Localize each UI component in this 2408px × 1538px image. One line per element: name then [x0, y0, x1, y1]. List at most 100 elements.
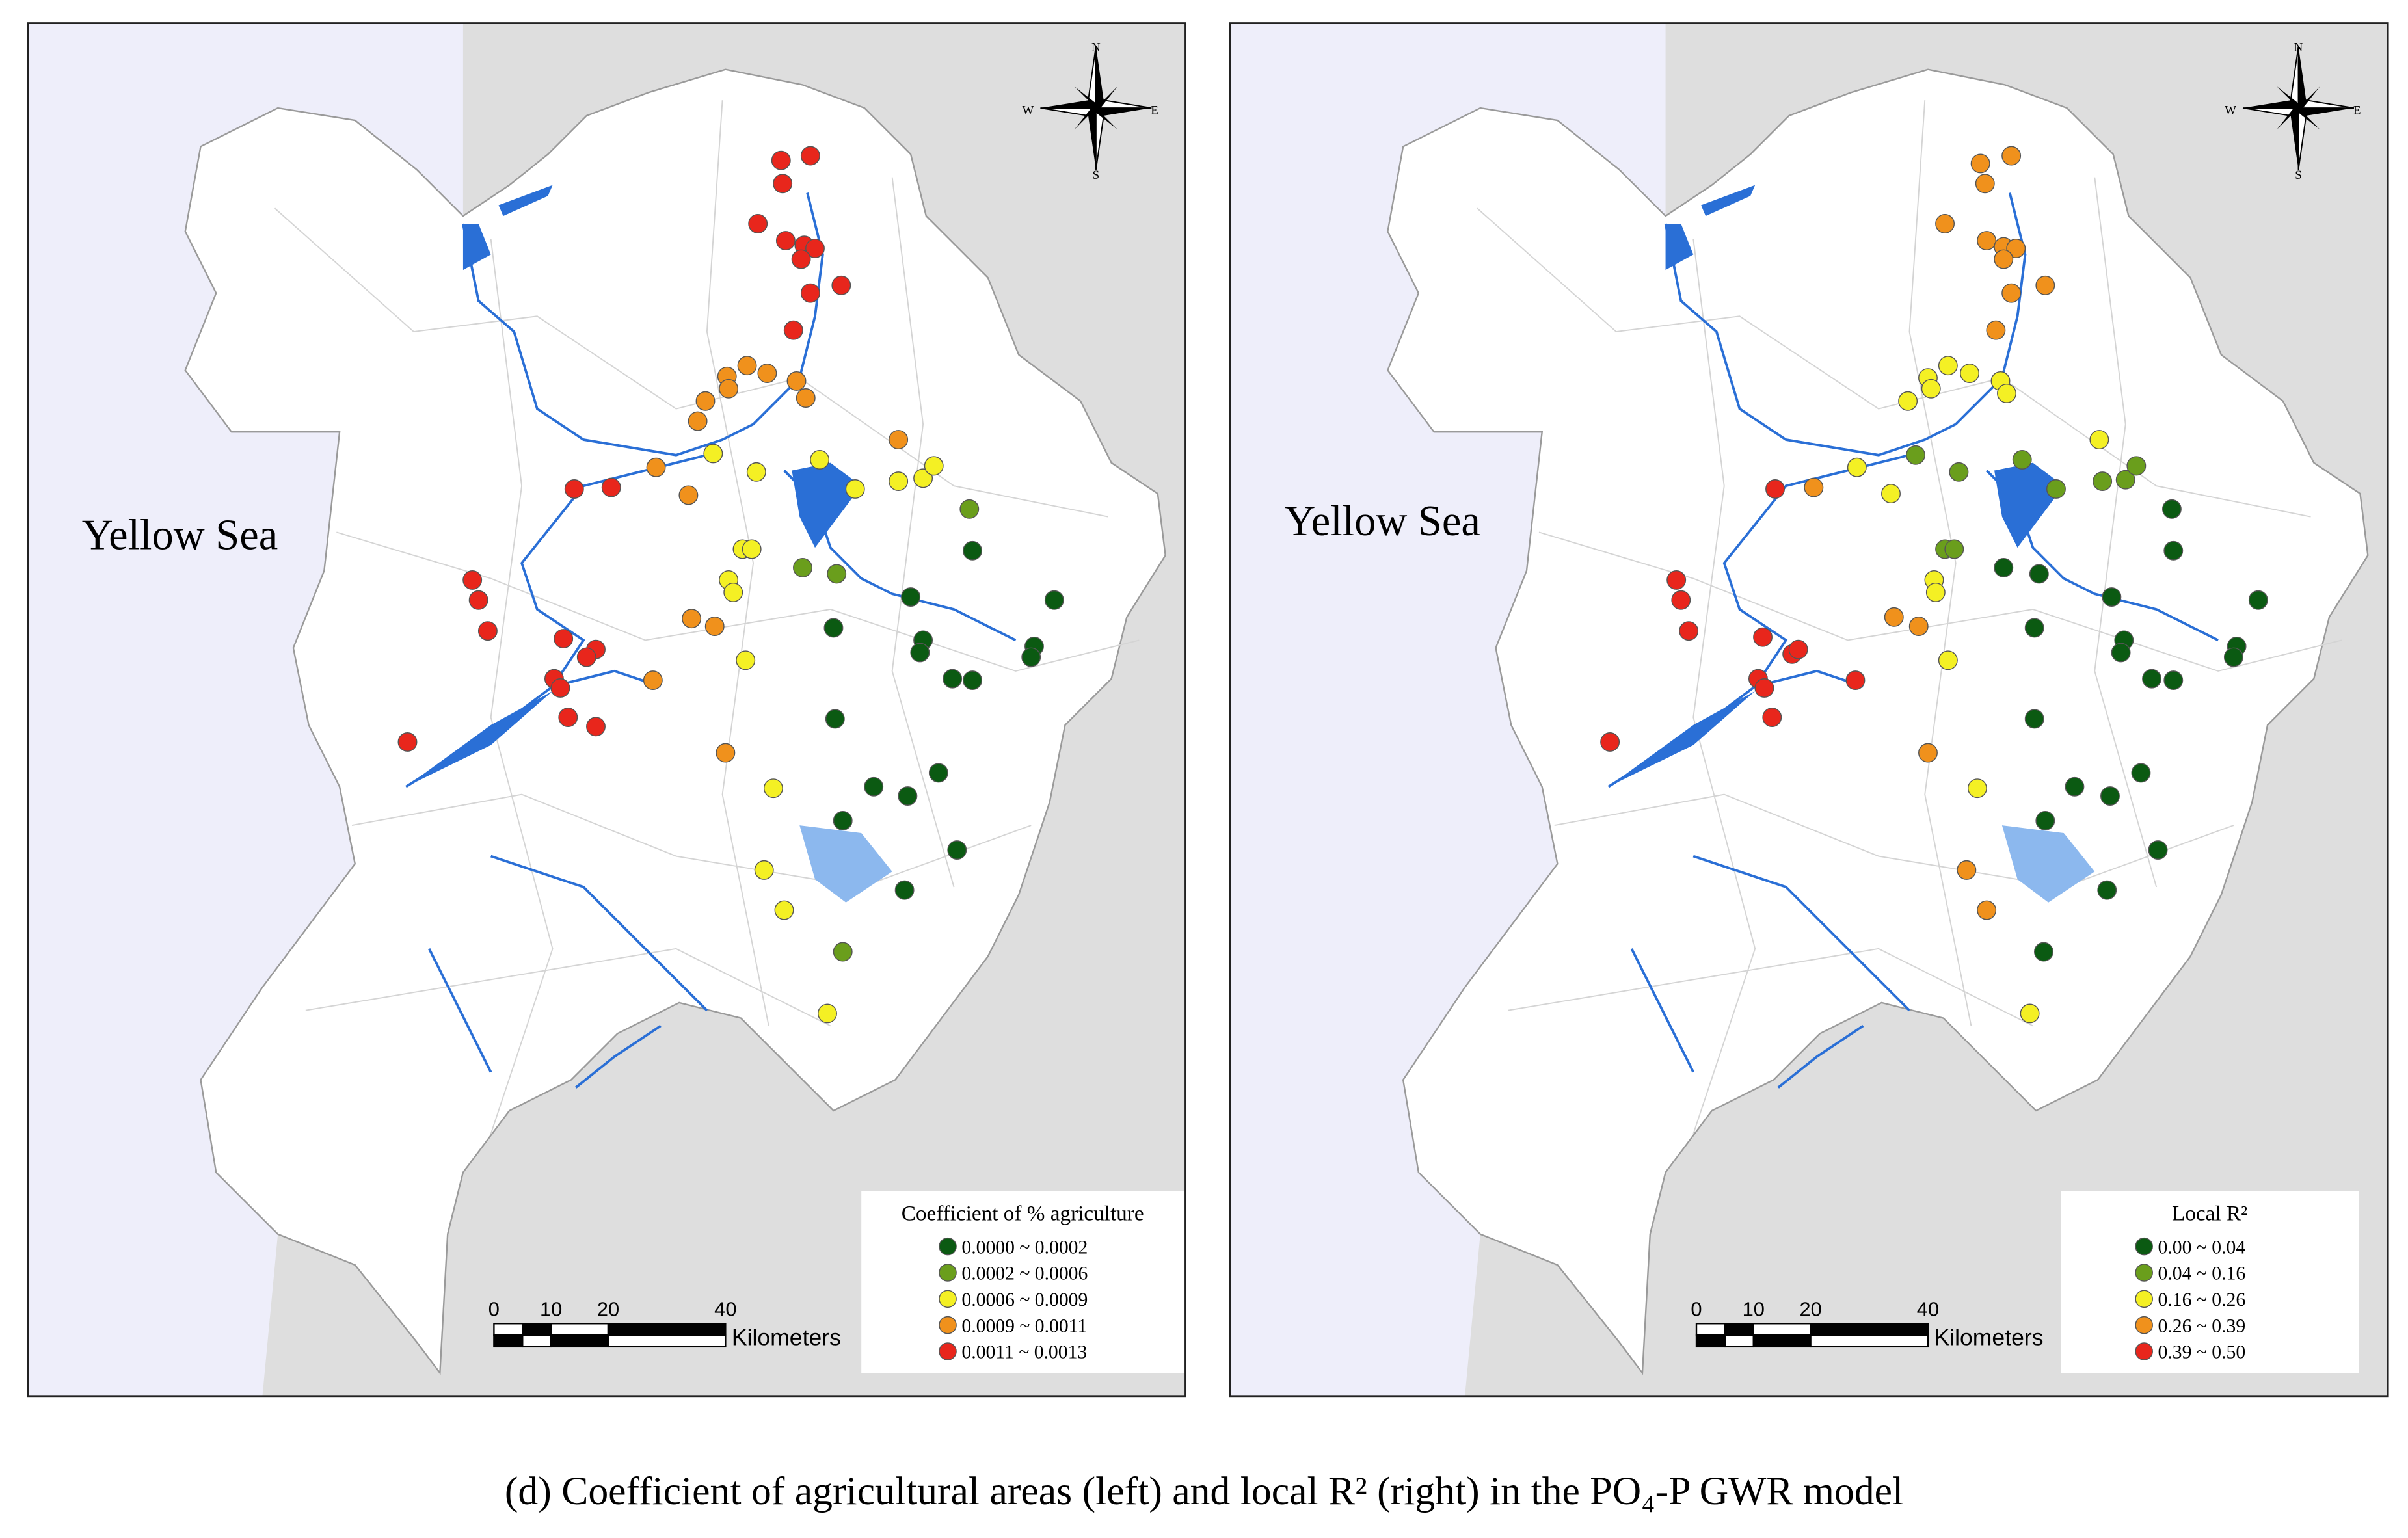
station: [748, 214, 768, 233]
station: [2024, 618, 2044, 638]
station: [1765, 479, 1785, 499]
station: [1977, 900, 1997, 920]
station: [833, 942, 853, 962]
legend-label: 0.0002 ~ 0.0006: [961, 1264, 1088, 1284]
station: [2065, 776, 2085, 797]
legend-label: 0.0011 ~ 0.0013: [961, 1342, 1087, 1363]
station: [1753, 627, 1773, 647]
station: [2035, 275, 2055, 295]
scale-label: 10: [1743, 1297, 1765, 1320]
legend-label: 0.0009 ~ 0.0011: [961, 1316, 1087, 1336]
station: [1977, 231, 1997, 250]
station: [1994, 557, 2014, 577]
station: [1994, 249, 2014, 269]
station: [1908, 617, 1929, 637]
station: [1960, 364, 1979, 383]
station: [754, 860, 774, 880]
legend-swatch: [939, 1342, 957, 1360]
station: [2161, 499, 2182, 519]
station: [793, 557, 812, 577]
station: [2248, 590, 2268, 610]
legend-swatch: [2135, 1342, 2153, 1360]
station: [564, 479, 584, 499]
station: [2163, 670, 2184, 691]
station: [2102, 587, 2122, 607]
compass-e: E: [1151, 104, 1158, 118]
scale-segment: [522, 1323, 552, 1336]
scale-label: 20: [1799, 1297, 1821, 1320]
station: [928, 763, 948, 783]
station: [796, 388, 816, 408]
station: [763, 778, 783, 799]
station: [2089, 430, 2109, 449]
station: [924, 456, 944, 476]
map-panel: Yellow Sea N S W E 0 10 20 40 Kilometers Local R² 0…: [1229, 21, 2390, 1398]
station: [2029, 564, 2049, 584]
station: [963, 670, 982, 691]
legend-swatch: [939, 1316, 957, 1334]
scale-segment: [1752, 1334, 1812, 1348]
station: [742, 539, 762, 559]
station: [805, 238, 825, 258]
compass-w: W: [1023, 104, 1034, 118]
legend-swatch: [2135, 1290, 2153, 1308]
station: [736, 650, 756, 670]
station: [889, 471, 909, 492]
sea-label: Yellow Sea: [1284, 497, 1480, 545]
scale-segment: [607, 1334, 727, 1348]
legend-swatch: [939, 1237, 957, 1256]
scale-segment: [1752, 1323, 1812, 1336]
station: [1021, 647, 1041, 667]
station: [786, 371, 807, 391]
legend-swatch: [2135, 1237, 2153, 1256]
station: [1679, 621, 1699, 641]
station: [818, 1003, 837, 1024]
scale-segment: [1810, 1334, 1929, 1348]
station: [2126, 456, 2147, 476]
station: [1957, 860, 1977, 880]
station: [773, 174, 793, 194]
station: [1666, 570, 1687, 590]
legend-label: 0.04 ~ 0.16: [2158, 1264, 2246, 1284]
legend-box: [861, 1191, 1184, 1373]
station: [2020, 1003, 2040, 1024]
station: [2093, 471, 2113, 492]
compass-n: N: [2294, 40, 2303, 54]
station: [558, 708, 578, 727]
station: [833, 811, 853, 830]
scale-label: 0: [488, 1297, 500, 1320]
station: [1918, 743, 1938, 763]
station: [775, 231, 796, 250]
station: [1671, 590, 1691, 610]
station: [910, 643, 930, 663]
legend-label: 0.39 ~ 0.50: [2158, 1342, 2246, 1363]
station: [554, 629, 574, 649]
basemap: [1229, 21, 2390, 1398]
station: [1847, 457, 1867, 477]
station: [704, 617, 725, 637]
station: [1925, 582, 1946, 602]
station: [2034, 942, 2053, 962]
compass-s: S: [2295, 168, 2302, 182]
station: [864, 776, 884, 797]
station: [800, 283, 820, 303]
station: [810, 449, 830, 470]
legend-label: 0.00 ~ 0.04: [2158, 1237, 2246, 1258]
legend-title: Local R²: [2172, 1201, 2247, 1225]
scale-unit: Kilometers: [732, 1324, 841, 1350]
station: [898, 786, 918, 806]
station: [845, 479, 865, 499]
station: [771, 150, 791, 170]
station: [1938, 356, 1958, 376]
compass-e: E: [2353, 104, 2361, 118]
station: [719, 378, 739, 399]
station: [737, 356, 757, 376]
station: [643, 670, 663, 691]
legend-swatch: [2135, 1264, 2153, 1282]
station: [1944, 539, 1964, 559]
station: [716, 743, 736, 763]
station: [1600, 732, 1620, 752]
station: [827, 564, 847, 584]
station: [1975, 174, 1995, 194]
